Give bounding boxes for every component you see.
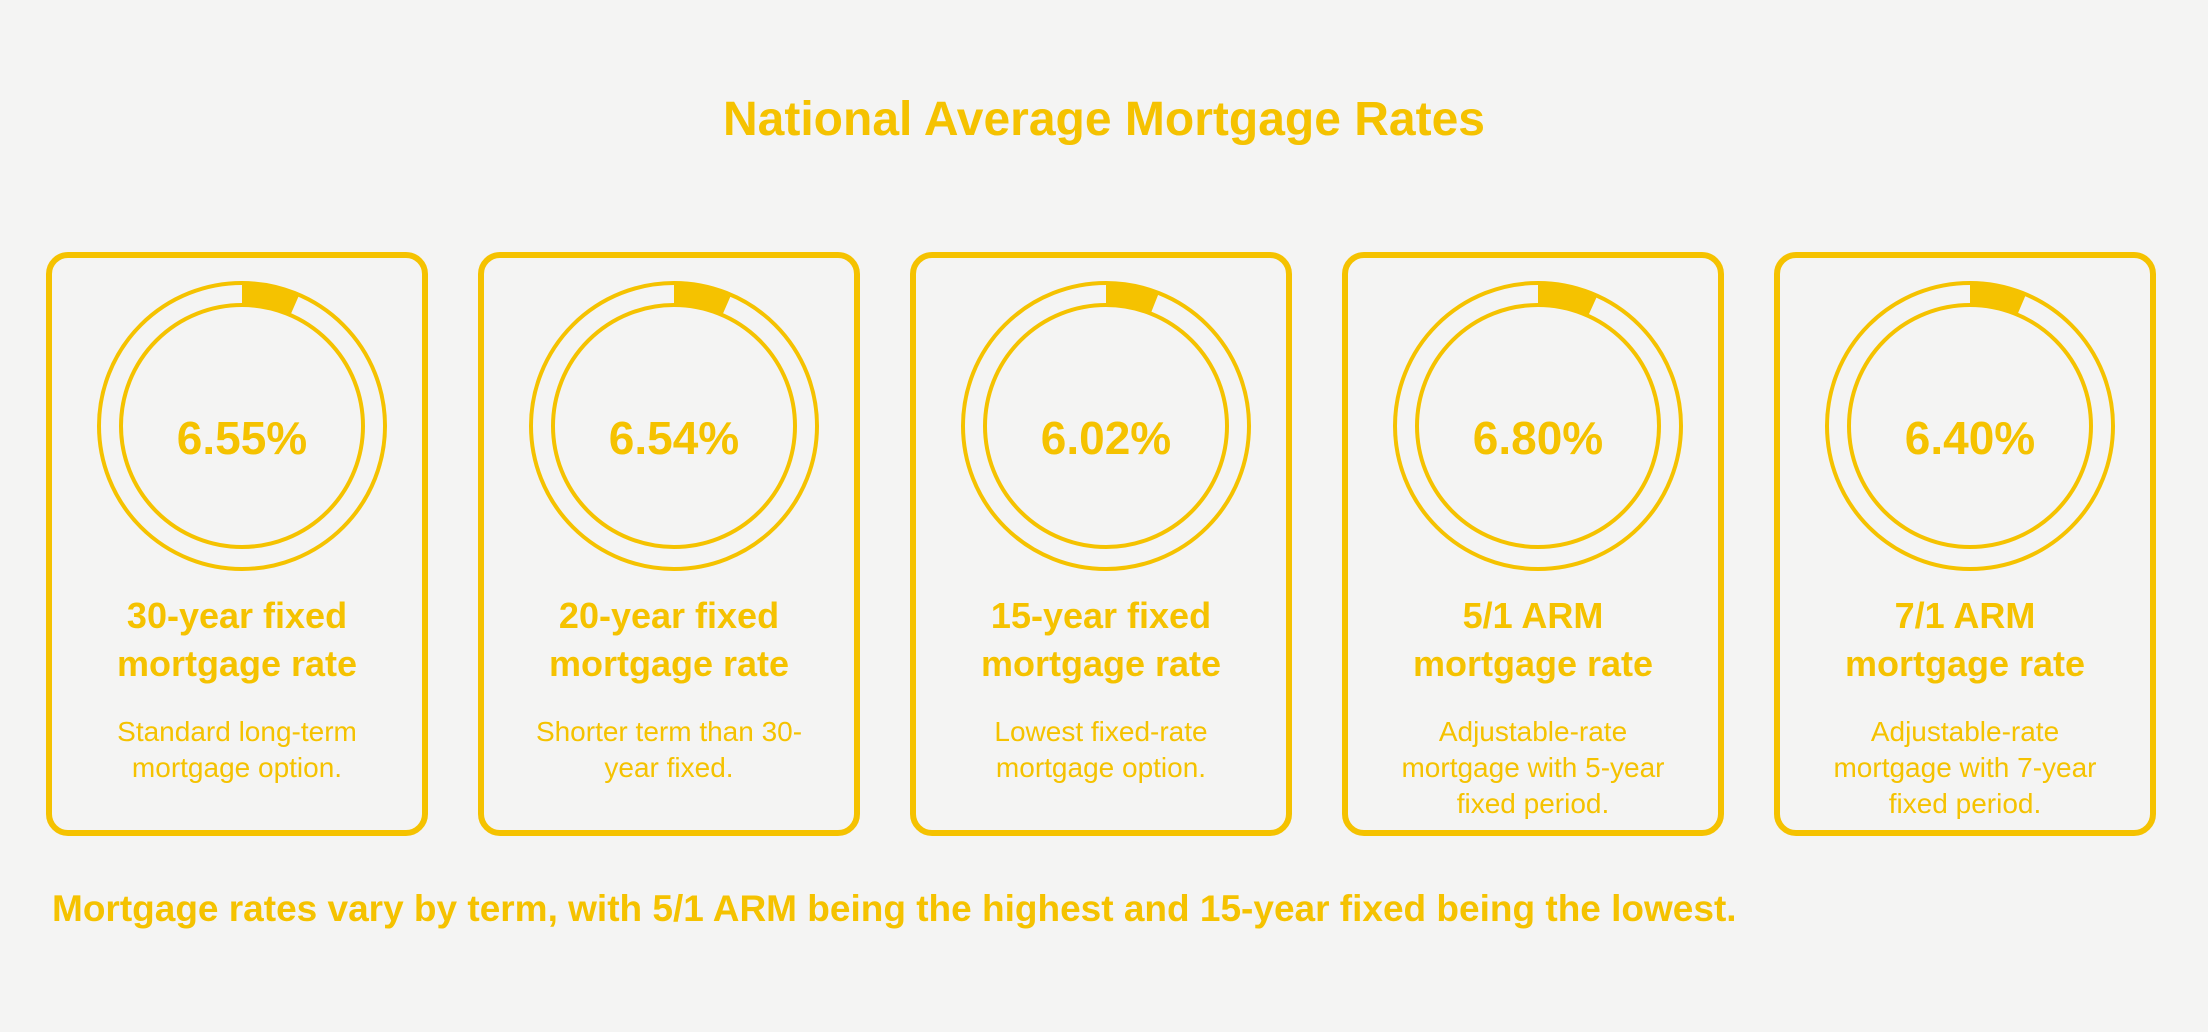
gauge-inner-ring	[983, 303, 1229, 549]
gauge-fill-arc	[100, 284, 384, 568]
rate-gauge: 6.54%	[526, 278, 822, 574]
rate-card: 6.80% 5/1 ARM mortgage rate Adjustable-ra…	[1342, 252, 1724, 836]
rate-label: 15-year fixed mortgage rate	[980, 595, 1222, 684]
gauge-fill-arc	[532, 284, 816, 568]
rate-description: Adjustable-rate mortgage with 7-year fix…	[1833, 716, 2097, 819]
gauge-outer-ring	[97, 281, 387, 571]
rate-label: 5/1 ARM mortgage rate	[1412, 595, 1654, 684]
rate-gauge: 6.02%	[958, 278, 1254, 574]
rate-gauge: 6.40%	[1822, 278, 2118, 574]
rate-description: Shorter term than 30-year fixed.	[535, 716, 803, 783]
gauge-inner-ring	[551, 303, 797, 549]
page-title: National Average Mortgage Rates	[723, 93, 1485, 146]
rate-card: 6.02% 15-year fixed mortgage rate Lowest …	[910, 252, 1292, 836]
rate-value: 6.02%	[1040, 412, 1172, 464]
gauge-inner-ring	[1847, 303, 2093, 549]
gauge-fill-arc	[964, 284, 1248, 568]
rate-label: 30-year fixed mortgage rate	[116, 595, 358, 684]
rate-gauge: 6.80%	[1390, 278, 1686, 574]
rate-label: 7/1 ARM mortgage rate	[1844, 595, 2086, 684]
rate-card: 6.40% 7/1 ARM mortgage rate Adjustable-ra…	[1774, 252, 2156, 836]
rate-value: 6.55%	[176, 412, 308, 464]
gauge-inner-ring	[1415, 303, 1661, 549]
rate-description: Lowest fixed-rate mortgage option.	[994, 716, 1208, 783]
gauge-fill-arc	[1396, 284, 1680, 568]
rate-description: Adjustable-rate mortgage with 5-year fix…	[1401, 716, 1665, 819]
gauge-inner-ring	[119, 303, 365, 549]
summary-caption: Mortgage rates vary by term, with 5/1 AR…	[52, 888, 1737, 929]
rate-value: 6.40%	[1904, 412, 2036, 464]
gauge-outer-ring	[529, 281, 819, 571]
rate-value: 6.80%	[1472, 412, 1604, 464]
rate-gauge: 6.55%	[94, 278, 390, 574]
rate-label: 20-year fixed mortgage rate	[548, 595, 790, 684]
rate-card: 6.55% 30-year fixed mortgage rate Standar…	[46, 252, 428, 836]
gauge-outer-ring	[961, 281, 1251, 571]
gauge-fill-arc	[1828, 284, 2112, 568]
rate-card: 6.54% 20-year fixed mortgage rate Shorter…	[478, 252, 860, 836]
gauge-outer-ring	[1825, 281, 2115, 571]
rate-value: 6.54%	[608, 412, 740, 464]
gauge-outer-ring	[1393, 281, 1683, 571]
rate-description: Standard long-term mortgage option.	[117, 716, 357, 783]
